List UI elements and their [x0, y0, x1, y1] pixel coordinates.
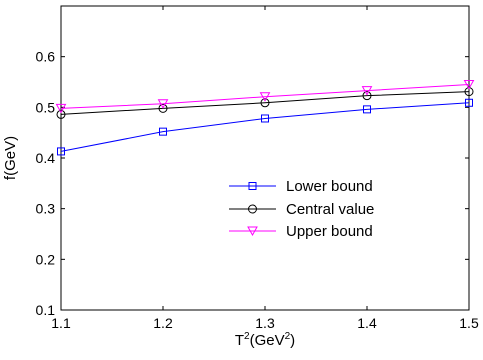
data-point-central-value — [362, 91, 372, 101]
y-tick-label: 0.1 — [36, 302, 56, 318]
y-axis-label: f(GeV) — [2, 136, 19, 180]
data-point-upper-bound — [463, 80, 475, 90]
series-central-value — [56, 87, 474, 119]
x-tick-label: 1.5 — [459, 315, 479, 331]
series-lower-bound — [57, 98, 473, 156]
legend-label-central-value: Central value — [286, 201, 374, 218]
data-point-upper-bound — [55, 103, 67, 114]
y-tick-label: 0.2 — [36, 251, 56, 267]
series-layer — [55, 80, 475, 156]
data-point-upper-bound — [259, 92, 271, 102]
legend-item-lower-bound: Lower bound — [229, 178, 373, 195]
data-point-lower-bound — [159, 127, 167, 136]
x-axis-label-sup1: 2 — [244, 331, 250, 342]
y-tick-label: 0.4 — [36, 150, 56, 166]
y-tick-label: 0.5 — [36, 99, 56, 115]
x-tick-label: 1.1 — [51, 315, 71, 331]
x-tick-label: 1.4 — [357, 315, 377, 331]
x-axis-label-var: T — [235, 332, 244, 349]
data-point-lower-bound — [57, 147, 65, 156]
data-point-lower-bound — [261, 114, 269, 123]
y-axis: 0.1 0.2 0.3 0.4 0.5 0.6 — [36, 49, 469, 318]
x-tick-label: 1.3 — [255, 315, 275, 331]
series-line-upper-bound — [60, 84, 470, 109]
y-tick-label: 0.6 — [36, 49, 56, 65]
series-line-central-value — [60, 91, 470, 115]
y-tick-label: 0.3 — [36, 201, 56, 217]
data-point-lower-bound — [363, 105, 371, 114]
legend-marker-square — [248, 182, 257, 190]
x-tick-label: 1.2 — [153, 315, 173, 331]
legend-label-lower-bound: Lower bound — [286, 178, 373, 195]
data-point-central-value — [56, 109, 66, 119]
legend: Lower bound Central value Upper bound — [229, 178, 374, 240]
legend-marker-triangle — [247, 226, 258, 237]
series-upper-bound — [55, 80, 475, 114]
legend-marker-circle — [248, 204, 257, 214]
data-point-lower-bound — [465, 98, 473, 107]
x-axis-label: T2(GeV2) — [235, 331, 295, 349]
legend-item-central-value: Central value — [229, 201, 374, 218]
data-point-central-value — [260, 98, 270, 108]
series-line-lower-bound — [60, 102, 470, 152]
legend-label-upper-bound: Upper bound — [286, 223, 373, 240]
data-point-central-value — [158, 103, 168, 113]
x-axis-label-sup2: 2 — [285, 331, 291, 342]
x-axis: 1.1 1.2 1.3 1.4 1.5 — [51, 6, 479, 331]
legend-item-upper-bound: Upper bound — [229, 223, 373, 240]
data-point-upper-bound — [361, 86, 373, 96]
x-axis-label-close: ) — [290, 332, 295, 349]
plot-area — [60, 5, 470, 311]
x-axis-label-unit: (GeV — [250, 332, 285, 349]
data-point-upper-bound — [157, 99, 169, 109]
